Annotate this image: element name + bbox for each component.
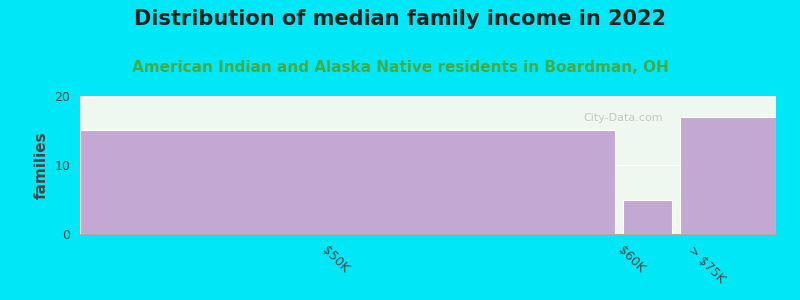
Text: Distribution of median family income in 2022: Distribution of median family income in … bbox=[134, 9, 666, 29]
Bar bbox=[80, 130, 615, 234]
Y-axis label: families: families bbox=[34, 131, 49, 199]
Bar bbox=[622, 200, 673, 234]
Bar bbox=[680, 117, 776, 234]
Text: City-Data.com: City-Data.com bbox=[583, 112, 662, 123]
Text: American Indian and Alaska Native residents in Boardman, OH: American Indian and Alaska Native reside… bbox=[132, 60, 668, 75]
